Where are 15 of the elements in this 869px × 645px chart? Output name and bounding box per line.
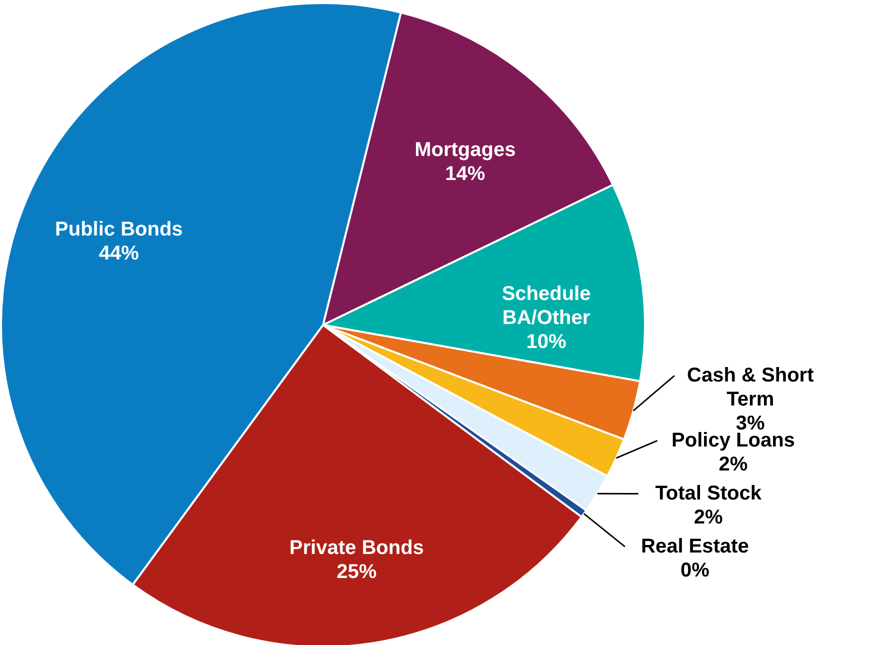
slice-label: Mortgages [414, 139, 516, 162]
slice-label: Total Stock [655, 482, 762, 505]
data-label: 2% [718, 454, 748, 476]
data-label: 25% [336, 560, 377, 583]
data-label: 0% [680, 560, 710, 582]
data-label: 2% [694, 506, 724, 529]
slice-label: Real Estate [641, 536, 749, 558]
slice-label: Cash & Short Term [687, 364, 814, 411]
data-label: 14% [445, 163, 486, 186]
slice-label: Schedule BA/Other [502, 283, 591, 330]
slice-label: Policy Loans [672, 430, 795, 452]
slice-label: Public Bonds [55, 218, 183, 240]
data-label: 44% [98, 242, 140, 264]
slice-label: Private Bonds [289, 536, 424, 559]
data-label: 10% [526, 331, 567, 354]
